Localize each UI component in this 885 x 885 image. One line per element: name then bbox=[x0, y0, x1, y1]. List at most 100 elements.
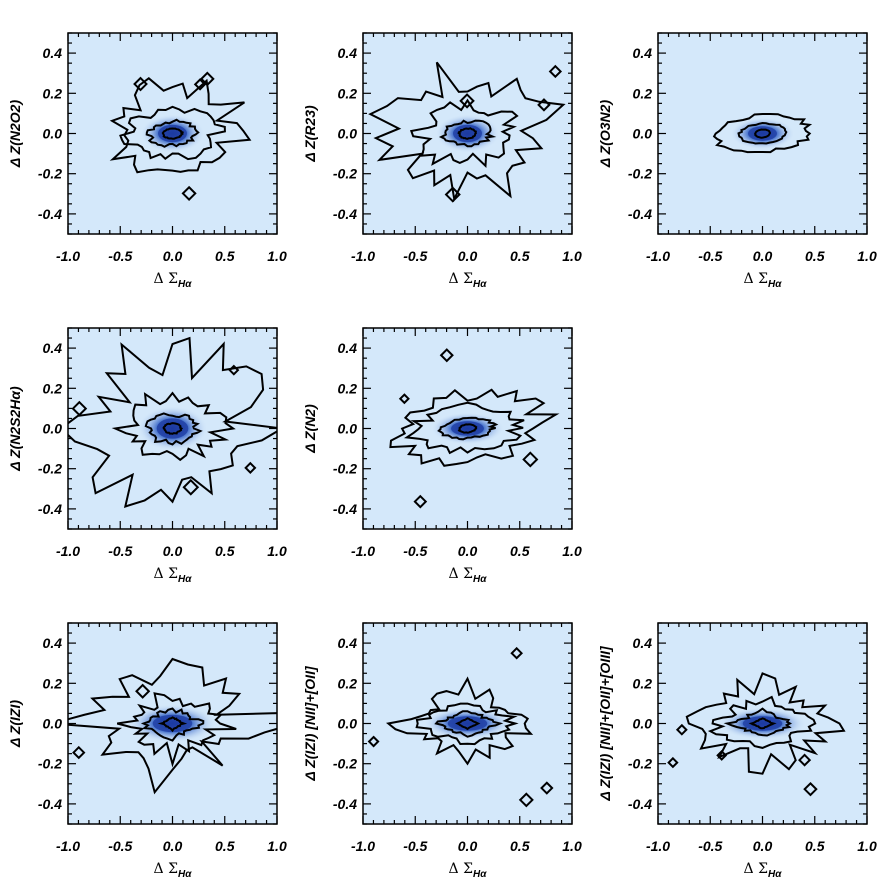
contour-level-2 bbox=[145, 118, 200, 148]
y-tick-label: -0.4 bbox=[628, 206, 652, 222]
y-tick-label: -0.2 bbox=[38, 756, 62, 772]
contour-level-2 bbox=[737, 121, 788, 145]
y-tick-label: -0.4 bbox=[333, 501, 357, 517]
contour-level-3 bbox=[111, 391, 236, 462]
x-tick-label: 1.0 bbox=[267, 248, 287, 264]
y-tick-label: -0.2 bbox=[628, 756, 652, 772]
x-tick-label: 0.0 bbox=[753, 838, 773, 854]
x-tick-label: -0.5 bbox=[108, 838, 132, 854]
y-tick-label: 0.4 bbox=[338, 635, 358, 651]
contour-level-1 bbox=[753, 128, 772, 139]
panel-4: -1.0 -0.5 0.0 0.5 1.0 0.4 0.2 0.0 -0.2 -0.4 Δ ΣHα Δ… bbox=[7, 327, 287, 585]
outlier-contour bbox=[398, 393, 410, 405]
y-tick-label: 0.2 bbox=[43, 85, 63, 101]
y-axis-label: Δ Z(R23) bbox=[302, 105, 318, 163]
outlier-contour bbox=[182, 478, 200, 496]
x-axis-label: Δ ΣHα bbox=[154, 861, 193, 880]
outlier-contour bbox=[135, 683, 151, 699]
x-axis-label: Δ ΣHα bbox=[449, 271, 488, 290]
x-tick-label: -0.5 bbox=[108, 248, 132, 264]
y-tick-label: -0.2 bbox=[333, 461, 357, 477]
outlier-contour bbox=[193, 78, 207, 91]
x-tick-label: 1.0 bbox=[562, 543, 582, 559]
outlier-contour bbox=[798, 753, 812, 767]
y-tick-label: 0.4 bbox=[43, 635, 63, 651]
y-axis-label: Δ Z(N2) bbox=[302, 404, 318, 454]
x-tick-label: -1.0 bbox=[56, 248, 80, 264]
y-tick-label: -0.2 bbox=[38, 166, 62, 182]
y-tick-label: 0.0 bbox=[338, 716, 358, 732]
density-core bbox=[742, 716, 783, 731]
panel-5: -1.0 -0.5 0.0 0.5 1.0 0.4 0.2 0.0 -0.2 -0.4 Δ ΣHα Δ… bbox=[302, 327, 582, 585]
panel-6: -1.0 -0.5 0.0 0.5 1.0 0.4 0.2 0.0 -0.2 -0.4 Δ ΣHα Δ… bbox=[7, 622, 287, 880]
x-axis-label: Δ ΣHα bbox=[744, 861, 783, 880]
x-tick-label: -1.0 bbox=[351, 543, 375, 559]
panel-8: -1.0 -0.5 0.0 0.5 1.0 0.4 0.2 0.0 -0.2 -0.4 Δ ΣHα Δ… bbox=[597, 622, 877, 880]
density-core bbox=[748, 126, 777, 141]
x-tick-label: 0.0 bbox=[458, 543, 478, 559]
x-tick-label: -0.5 bbox=[403, 248, 427, 264]
y-tick-label: 0.0 bbox=[43, 716, 63, 732]
y-tick-label: 0.2 bbox=[338, 380, 358, 396]
y-tick-label: 0.4 bbox=[338, 340, 358, 356]
x-tick-label: 1.0 bbox=[267, 543, 287, 559]
contour-level-4 bbox=[368, 61, 566, 203]
contour-level-4 bbox=[685, 672, 846, 775]
panel-3: -1.0 -0.5 0.0 0.5 1.0 0.4 0.2 0.0 -0.2 -0.4 Δ ΣHα Δ… bbox=[597, 32, 877, 290]
contour-level-3 bbox=[409, 98, 519, 169]
contour-level-4 bbox=[68, 336, 277, 508]
y-tick-label: 0.2 bbox=[338, 85, 358, 101]
density-core bbox=[156, 418, 189, 439]
x-tick-label: 0.0 bbox=[458, 838, 478, 854]
y-axis-label: Δ Z(O3N2) bbox=[597, 100, 613, 169]
contour-level-1 bbox=[748, 717, 777, 730]
outlier-contour bbox=[675, 723, 688, 736]
contour-level-1 bbox=[161, 127, 185, 140]
contour-level-3 bbox=[415, 702, 519, 746]
y-tick-label: -0.2 bbox=[38, 461, 62, 477]
density-core bbox=[152, 714, 193, 733]
outlier-contour bbox=[459, 93, 475, 109]
plot-area bbox=[68, 657, 277, 795]
x-tick-label: 0.5 bbox=[805, 248, 825, 264]
outlier-contour bbox=[181, 185, 197, 201]
y-tick-label: -0.4 bbox=[628, 796, 652, 812]
outlier-contour bbox=[540, 781, 554, 795]
x-tick-label: 0.5 bbox=[510, 838, 530, 854]
y-axis-label: Δ Z(N2S2Hα) bbox=[7, 386, 23, 472]
x-tick-label: 0.5 bbox=[805, 838, 825, 854]
x-tick-label: 0.5 bbox=[215, 838, 235, 854]
outlier-contour bbox=[413, 494, 428, 509]
x-tick-label: -0.5 bbox=[403, 838, 427, 854]
x-tick-label: -1.0 bbox=[351, 838, 375, 854]
panel-1: -1.0 -0.5 0.0 0.5 1.0 0.4 0.2 0.0 -0.2 -0.4 Δ ΣHα Δ… bbox=[7, 32, 287, 290]
outlier-contour bbox=[228, 364, 240, 376]
y-tick-label: 0.2 bbox=[633, 675, 653, 691]
y-tick-label: 0.0 bbox=[338, 126, 358, 142]
contour-level-1 bbox=[162, 422, 184, 435]
x-tick-label: 1.0 bbox=[562, 248, 582, 264]
outlier-contour bbox=[199, 71, 215, 87]
x-tick-label: 0.0 bbox=[163, 543, 183, 559]
x-axis-label: Δ ΣHα bbox=[449, 566, 488, 585]
x-axis-label: Δ ΣHα bbox=[154, 271, 193, 290]
x-tick-label: -0.5 bbox=[698, 838, 722, 854]
outlier-contour bbox=[244, 461, 257, 474]
plot-area bbox=[712, 113, 813, 154]
contour-level-1 bbox=[457, 127, 478, 140]
x-tick-label: -0.5 bbox=[108, 543, 132, 559]
panel-7: -1.0 -0.5 0.0 0.5 1.0 0.4 0.2 0.0 -0.2 -0.4 Δ ΣHα Δ… bbox=[302, 622, 582, 880]
contour-level-2 bbox=[140, 707, 205, 742]
y-tick-label: 0.2 bbox=[338, 675, 358, 691]
x-tick-label: 1.0 bbox=[562, 838, 582, 854]
contour-level-2 bbox=[144, 412, 203, 446]
x-tick-label: 0.0 bbox=[163, 248, 183, 264]
y-tick-label: 0.0 bbox=[338, 421, 358, 437]
y-tick-label: 0.4 bbox=[338, 45, 358, 61]
y-tick-label: -0.4 bbox=[38, 206, 62, 222]
y-tick-label: 0.2 bbox=[633, 85, 653, 101]
outlier-contour bbox=[444, 186, 461, 203]
x-tick-label: 0.5 bbox=[510, 543, 530, 559]
contour-level-3 bbox=[403, 401, 525, 455]
